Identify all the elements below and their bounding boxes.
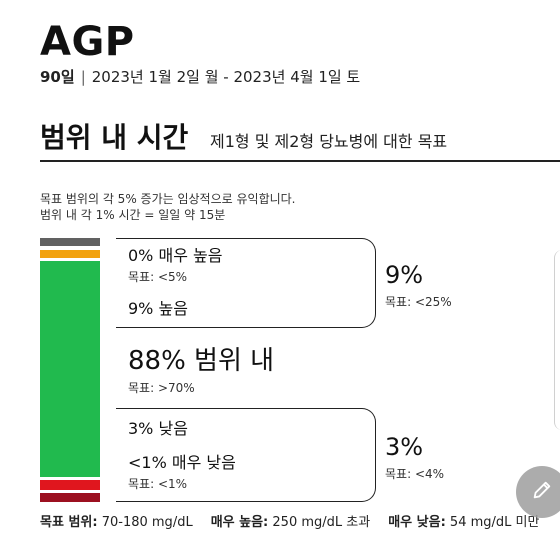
edit-fab-button[interactable] xyxy=(516,466,560,518)
very-high-threshold-value: 250 mg/dL 초과 xyxy=(272,515,371,530)
note-line-2: 범위 내 각 1% 시간 = 일일 약 15분 xyxy=(40,208,226,222)
bar-very-low xyxy=(40,493,100,502)
bar-in-range xyxy=(40,261,100,477)
target-range-value: 70-180 mg/dL xyxy=(101,515,193,530)
side-panel-edge xyxy=(554,250,560,430)
bar-gap xyxy=(40,258,100,261)
in-range-label: 88% 범위 내 xyxy=(128,346,275,376)
bar-gap xyxy=(40,477,100,480)
low-bracket xyxy=(116,408,376,502)
high-label: 9% 높음 xyxy=(128,299,188,318)
bar-gap xyxy=(40,246,100,250)
pencil-icon xyxy=(531,479,553,505)
separator: | xyxy=(80,68,86,86)
range-legend-footer: 목표 범위: 70-180 mg/dL 매우 높음: 250 mg/dL 초과 매우… xyxy=(40,514,539,532)
very-high-goal: 목표: <5% xyxy=(128,270,188,284)
very-low-label: <1% 매우 낮음 xyxy=(128,453,236,472)
very-low-goal: 목표: <1% xyxy=(128,477,188,491)
bar-high xyxy=(40,250,100,258)
high-total-value: 9% xyxy=(385,261,424,289)
note-line-1: 목표 범위의 각 5% 증가는 임상적으로 유익합니다. xyxy=(40,192,296,206)
high-bracket xyxy=(116,238,376,328)
bar-gap xyxy=(40,490,100,493)
low-label: 3% 낮음 xyxy=(128,419,188,438)
section-subtitle: 제1형 및 제2형 당뇨병에 대한 목표 xyxy=(210,132,448,151)
very-high-label: 0% 매우 높음 xyxy=(128,246,223,265)
bar-low xyxy=(40,480,100,490)
very-low-threshold-value: 54 mg/dL 미만 xyxy=(449,515,540,530)
low-total-goal: 목표: <4% xyxy=(385,467,445,481)
very-high-threshold-label: 매우 높음: xyxy=(210,515,269,530)
very-low-threshold-label: 매우 낮음: xyxy=(388,515,446,530)
section-divider xyxy=(40,160,560,162)
in-range-goal: 목표: >70% xyxy=(128,381,195,395)
bar-very-high xyxy=(40,238,100,246)
high-total-goal: 목표: <25% xyxy=(385,295,452,309)
date-range: 2023년 1월 2일 월 - 2023년 4월 1일 토 xyxy=(91,68,361,86)
target-range-label: 목표 범위: xyxy=(40,515,98,530)
days-count: 90일 xyxy=(40,68,75,86)
page-title: AGP xyxy=(40,19,135,65)
date-range-row: 90일 | 2023년 1월 2일 월 - 2023년 4월 1일 토 xyxy=(40,66,360,88)
low-total-value: 3% xyxy=(385,433,424,461)
section-title: 범위 내 시간 xyxy=(40,121,189,154)
